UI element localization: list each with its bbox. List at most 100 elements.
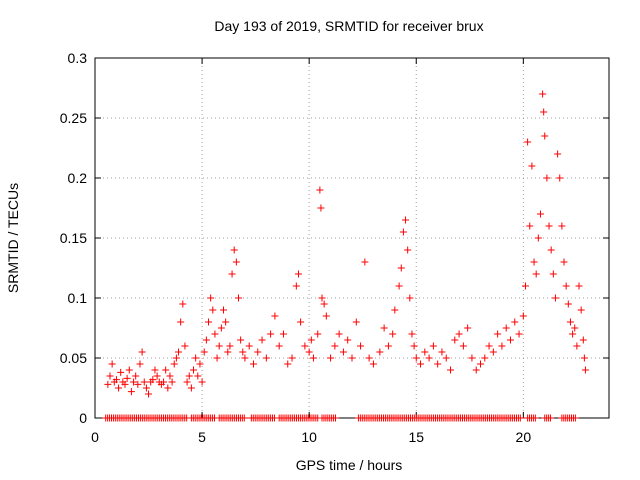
data-point: [117, 368, 125, 376]
data-point: [275, 342, 283, 350]
data-point: [391, 306, 399, 314]
data-point: [228, 270, 236, 278]
data-point: [485, 342, 493, 350]
data-point: [211, 330, 219, 338]
data-point: [573, 342, 581, 350]
data-point: [481, 354, 489, 362]
data-point: [472, 366, 480, 374]
data-point: [207, 294, 215, 302]
data-point: [577, 306, 585, 314]
data-point: [530, 258, 538, 266]
data-point: [540, 108, 548, 116]
y-tick-label: 0: [79, 410, 87, 426]
data-point: [196, 360, 204, 368]
data-point: [314, 330, 322, 338]
data-point: [151, 366, 159, 374]
data-point: [327, 354, 335, 362]
data-point: [166, 372, 174, 380]
data-point: [515, 330, 523, 338]
data-point: [339, 348, 347, 356]
data-point: [455, 330, 463, 338]
data-point: [421, 348, 429, 356]
data-point: [408, 330, 416, 338]
data-point: [284, 360, 292, 368]
data-point: [213, 354, 221, 362]
data-point: [547, 246, 555, 254]
data-point: [526, 222, 534, 230]
data-point: [239, 348, 247, 356]
data-point: [543, 174, 551, 182]
data-point: [384, 342, 392, 350]
data-point: [562, 282, 570, 290]
data-point: [112, 376, 120, 384]
data-point: [168, 378, 176, 386]
data-point: [309, 354, 317, 362]
data-point: [442, 354, 450, 362]
x-tick-label: 15: [408, 429, 424, 445]
data-point: [316, 186, 324, 194]
data-point: [172, 354, 180, 362]
data-point: [104, 380, 112, 388]
data-point: [429, 342, 437, 350]
ticks: 0 5 10 15 20 0 0.05 0.1 0.15 0.2 0.25 0.3: [60, 50, 609, 445]
data-point: [179, 300, 187, 308]
data-point: [528, 162, 536, 170]
zero-point: [571, 414, 579, 422]
data-point: [580, 354, 588, 362]
data-point: [320, 300, 328, 308]
data-point: [226, 342, 234, 350]
zero-point: [516, 414, 524, 422]
data-point: [301, 342, 309, 350]
data-point: [511, 318, 519, 326]
data-point: [464, 324, 472, 332]
data-point: [140, 378, 148, 386]
zero-point: [240, 414, 248, 422]
data-point: [149, 376, 157, 384]
data-point: [539, 90, 547, 98]
data-point: [402, 216, 410, 224]
data-point: [132, 372, 140, 380]
data-point: [217, 324, 225, 332]
data-point: [344, 336, 352, 344]
data-point: [551, 294, 559, 302]
data-point: [237, 336, 245, 344]
data-point: [136, 360, 144, 368]
data-point: [365, 354, 373, 362]
data-point: [115, 384, 123, 392]
data-point: [560, 258, 568, 266]
data-point: [581, 366, 589, 374]
data-point: [245, 342, 253, 350]
data-point: [138, 348, 146, 356]
data-point: [108, 360, 116, 368]
data-point: [575, 282, 583, 290]
data-point: [297, 318, 305, 326]
data-point: [254, 348, 262, 356]
chart-title: Day 193 of 2019, SRMTID for receiver bru…: [214, 18, 483, 34]
data-point: [181, 342, 189, 350]
data-point: [468, 354, 476, 362]
data-point: [187, 384, 195, 392]
data-point: [224, 348, 232, 356]
data-point: [202, 336, 210, 344]
data-point: [177, 318, 185, 326]
data-point: [183, 378, 191, 386]
data-point: [249, 360, 257, 368]
data-point: [145, 390, 153, 398]
data-point: [477, 360, 484, 368]
y-tick-label: 0.05: [60, 350, 87, 366]
data-point: [447, 366, 455, 374]
data-marks: [102, 90, 589, 422]
data-point: [258, 336, 266, 344]
data-point: [399, 228, 407, 236]
data-point: [331, 342, 339, 350]
data-point: [194, 372, 202, 380]
data-point: [536, 210, 544, 218]
data-point: [532, 270, 540, 278]
data-point: [322, 312, 330, 320]
data-point: [519, 312, 527, 320]
x-tick-label: 0: [91, 429, 99, 445]
y-tick-label: 0.2: [68, 170, 88, 186]
data-point: [348, 354, 356, 362]
data-point: [262, 354, 270, 362]
